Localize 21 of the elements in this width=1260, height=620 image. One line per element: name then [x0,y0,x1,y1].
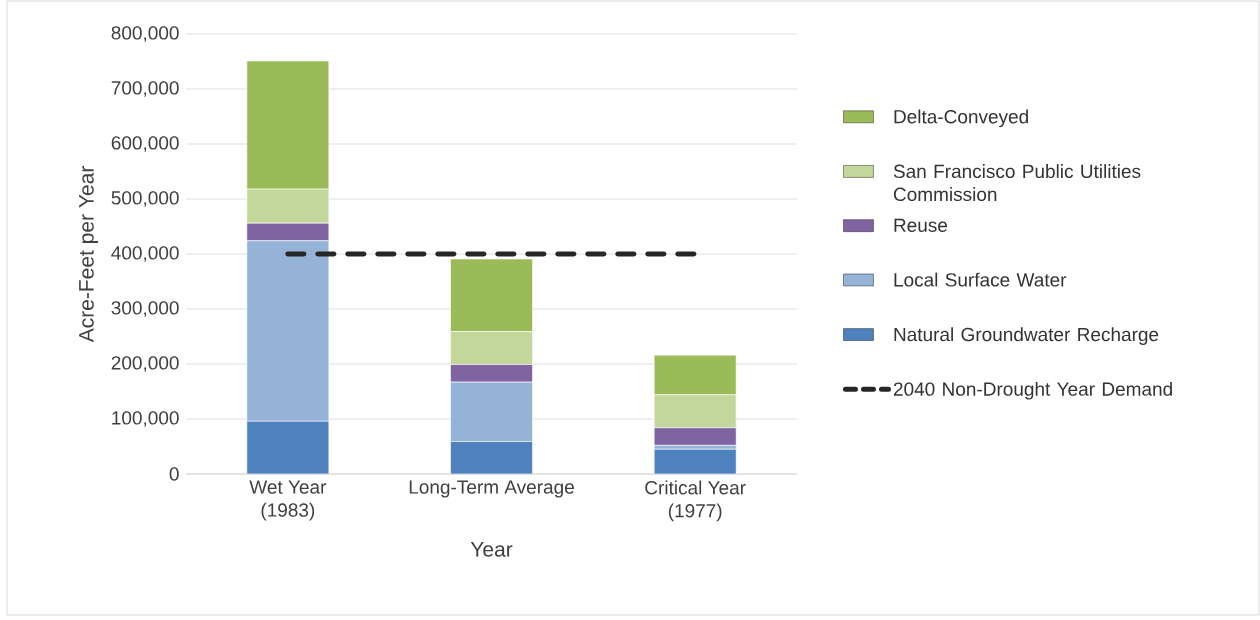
y-axis-title: Acre-Feet per Year [79,166,98,343]
y-tick-label: 300,000 [111,301,179,317]
y-tick-label: 100,000 [112,411,179,427]
y-tick-label: 400,000 [111,246,179,262]
y-tick-label: 600,000 [111,136,179,152]
legend-label: San Francisco Public Utilities Commission [893,164,1141,202]
x-tick-label: Critical Year (1977) [645,480,746,522]
y-tick-label: 200,000 [111,356,179,372]
legend-label: Delta-Conveyed [894,109,1028,128]
bar [653,448,737,474]
x-axis-title: Year [470,542,513,557]
legend-label: Reuse [894,218,948,232]
x-tick-label: Long-Term Average [409,480,574,498]
y-tick-label: 800,000 [111,26,179,42]
y-tick-label: 0 [169,467,179,481]
legend-label: Local Surface Water [894,272,1067,287]
legend-label: 2040 Non-Drought Year Demand [893,381,1172,400]
x-tick-label: Wet Year (1983) [249,480,327,521]
y-tick-label: 500,000 [111,191,179,207]
legend-label: Natural Groundwater Recharge [894,327,1159,345]
y-tick-label: 700,000 [111,81,179,97]
